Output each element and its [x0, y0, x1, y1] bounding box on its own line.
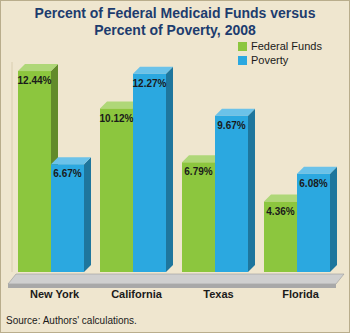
bar-front	[264, 202, 297, 272]
bar-top	[297, 167, 337, 174]
data-label: 12.27%	[133, 78, 167, 89]
bar	[51, 157, 91, 272]
category-label: Texas	[203, 288, 233, 300]
labels: 12.44% 6.67% New York 10.12% 12.27% Californi…	[18, 75, 328, 300]
floor	[8, 274, 344, 284]
bar-front	[215, 116, 248, 272]
bar	[133, 67, 173, 272]
bar-side	[84, 157, 91, 272]
legend-swatch	[238, 56, 247, 65]
data-label: 6.79%	[184, 166, 212, 177]
background	[1, 1, 350, 333]
category-label: New York	[30, 288, 80, 300]
bar-side	[248, 109, 255, 272]
bar-front	[133, 74, 166, 272]
bar-top	[51, 157, 91, 164]
bar-side	[166, 67, 173, 272]
bar	[215, 109, 255, 272]
data-label: 12.44%	[18, 75, 52, 86]
bar-side	[330, 167, 337, 272]
value-axis	[12, 62, 13, 272]
source: Source: Authors' calculations.	[6, 315, 137, 326]
bar-top	[133, 67, 173, 74]
bar-front	[51, 164, 84, 272]
bar	[297, 167, 337, 272]
bar-front	[182, 162, 215, 272]
category-label: Florida	[282, 288, 320, 300]
title: Percent of Federal Medicaid Funds versus…	[35, 5, 316, 38]
bar-front	[18, 71, 51, 272]
bar-top	[18, 64, 58, 71]
data-label: 10.12%	[100, 113, 134, 124]
bar-front	[297, 174, 330, 272]
chart: Percent of Federal Medicaid Funds versus…	[0, 0, 350, 333]
legend-swatch	[238, 42, 247, 51]
bar-front	[100, 109, 133, 272]
legend-label: Poverty	[251, 54, 289, 66]
legend-label: Federal Funds	[251, 40, 322, 52]
data-label: 9.67%	[217, 120, 245, 131]
title-line: Percent of Poverty, 2008	[94, 22, 256, 38]
category-label: California	[111, 288, 163, 300]
data-label: 6.67%	[53, 168, 81, 179]
data-label: 6.08%	[299, 178, 327, 189]
data-label: 4.36%	[266, 206, 294, 217]
bar-top	[215, 109, 255, 116]
plot-area	[18, 64, 337, 272]
title-line: Percent of Federal Medicaid Funds versus	[35, 5, 316, 21]
